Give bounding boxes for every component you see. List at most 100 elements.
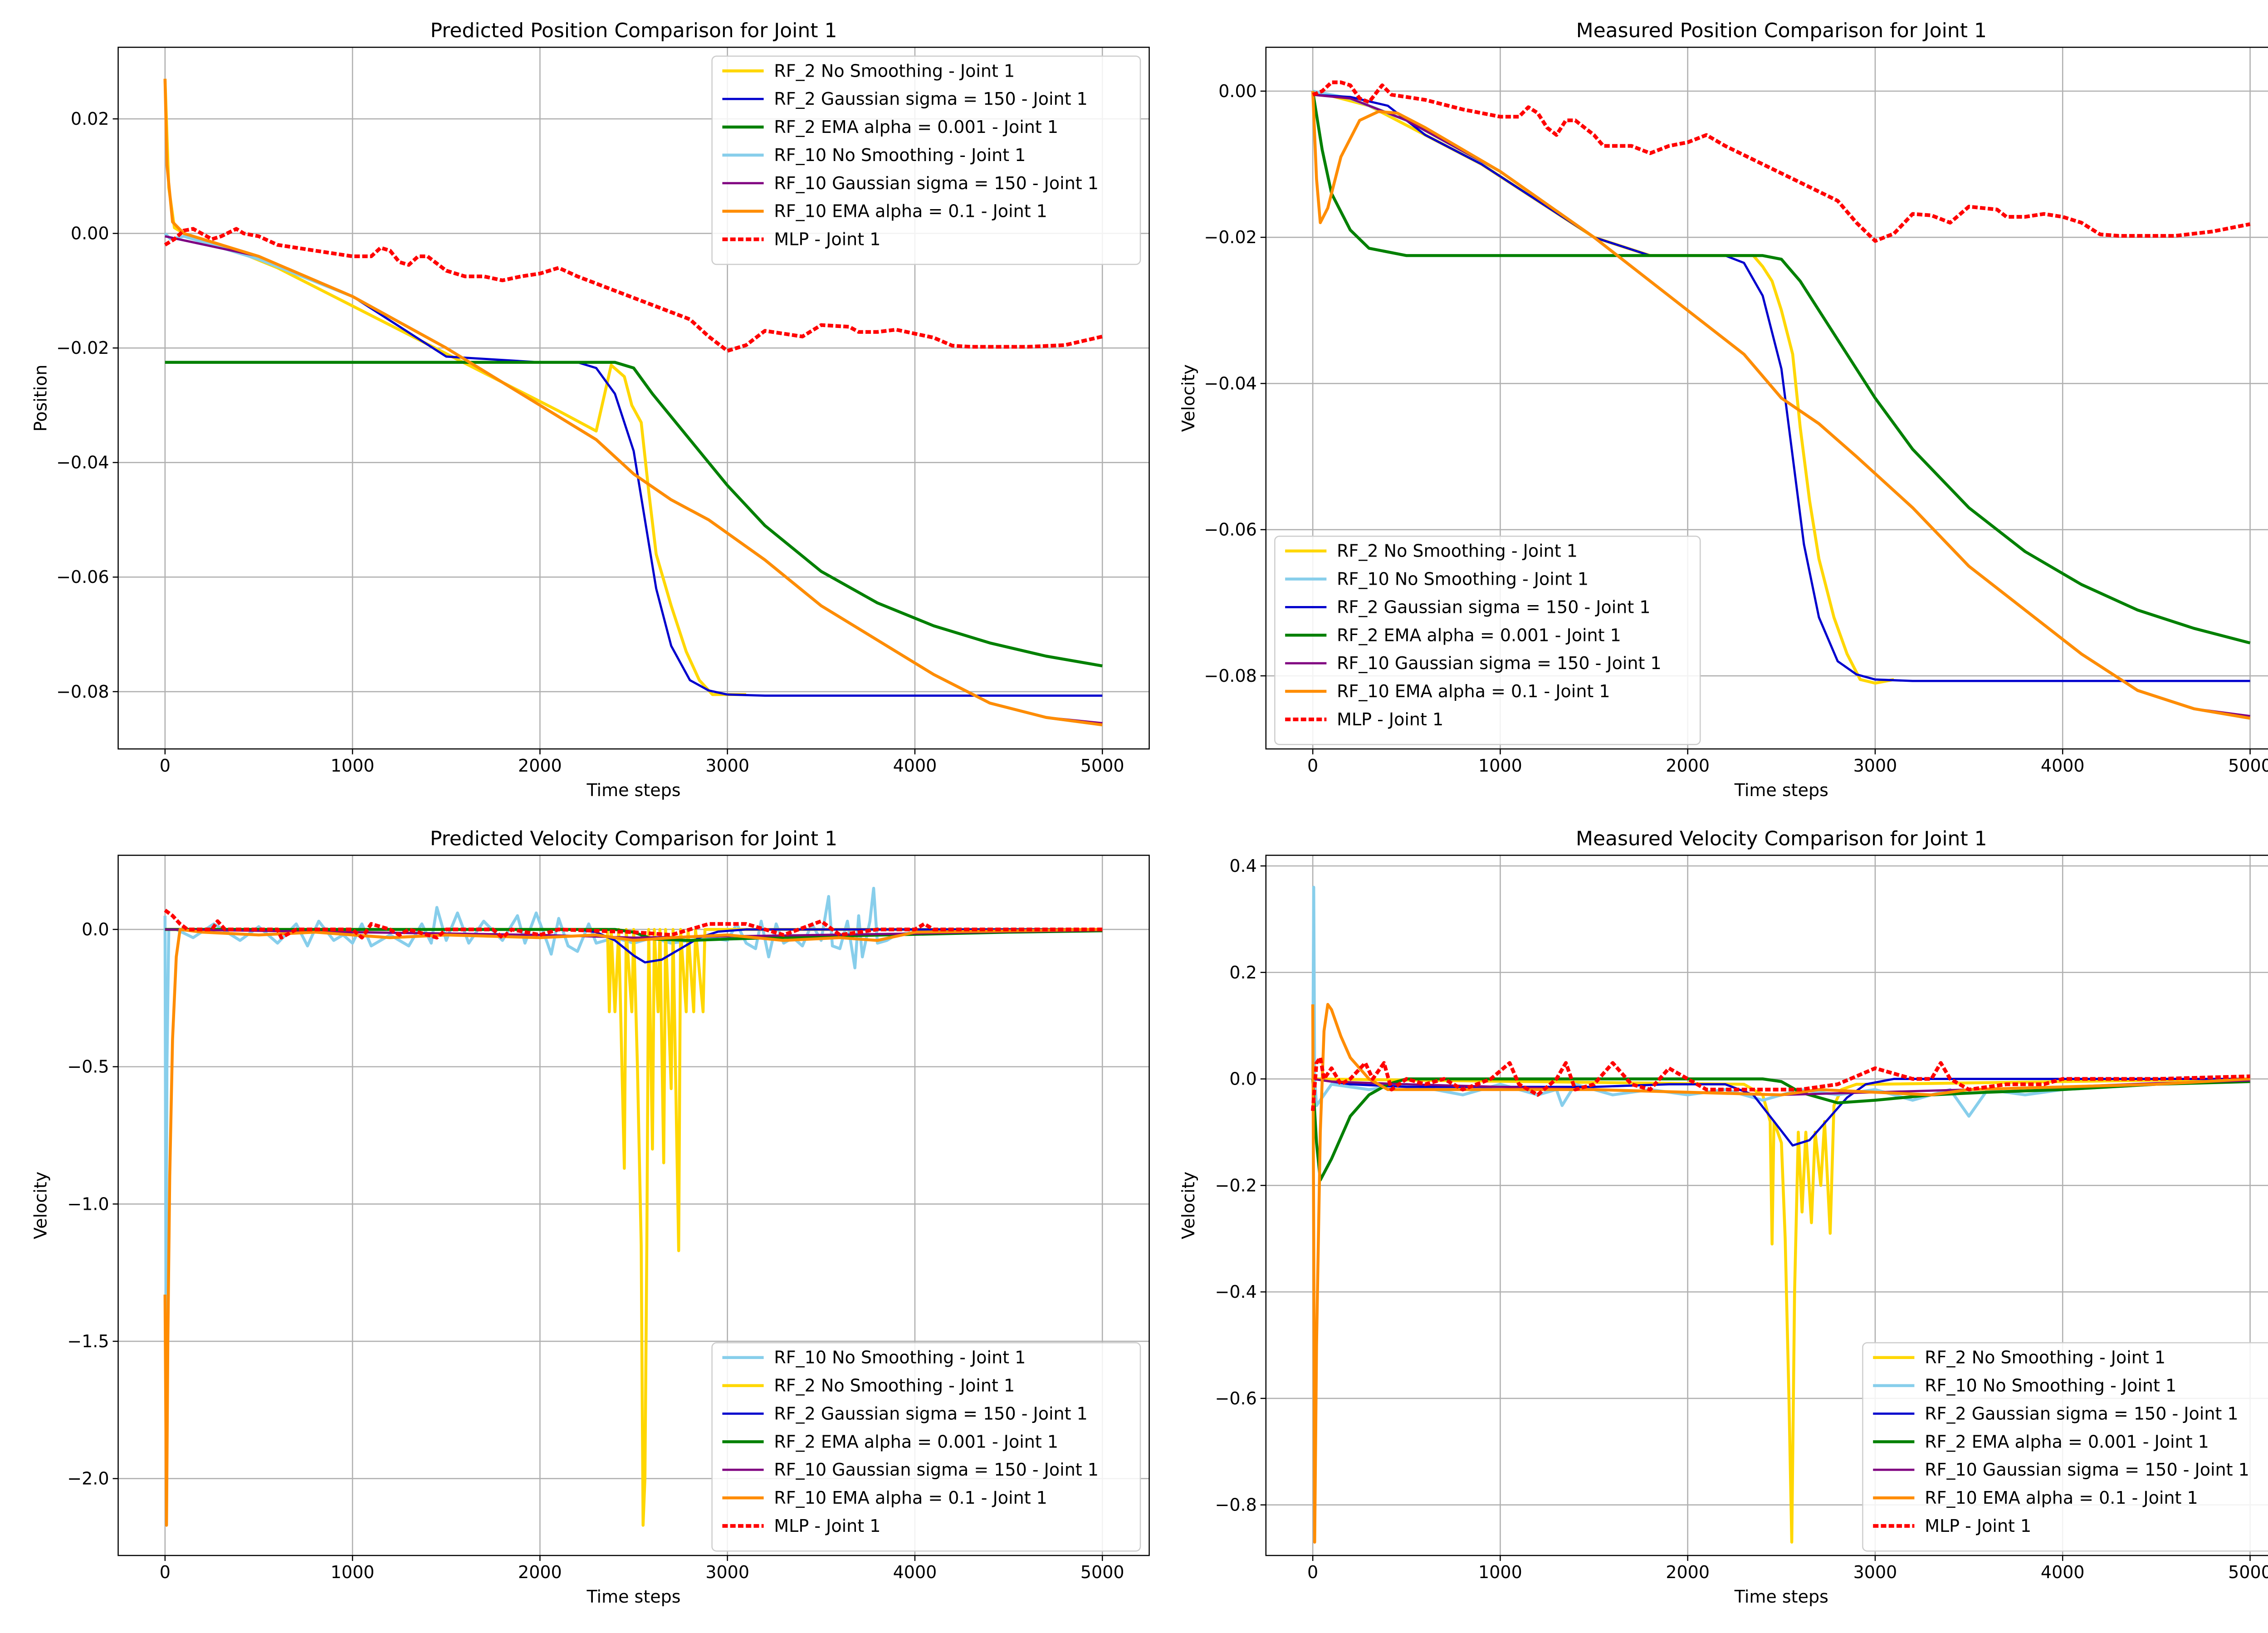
legend-label: MLP - Joint 1 (774, 1516, 880, 1536)
series-lines (1311, 80, 2251, 720)
series-line-rf-2-gaussian-sigma-150-joint-1 (165, 928, 1103, 964)
x-tick-label: 1000 (331, 1562, 375, 1582)
x-tick-label: 4000 (893, 756, 937, 776)
x-tick-label: 3000 (1853, 1562, 1897, 1582)
x-tick-label: 3000 (705, 1562, 749, 1582)
y-tick-label: −0.4 (1215, 1282, 1257, 1302)
series-line-rf-2-gaussian-sigma-150-joint-1 (165, 235, 1103, 697)
y-tick-label: −2.0 (67, 1469, 109, 1489)
legend-label: RF_2 Gaussian sigma = 150 - Joint 1 (1337, 597, 1650, 617)
y-axis-label: Velocity (31, 1172, 51, 1239)
x-tick-label: 3000 (705, 756, 749, 776)
chart-predicted-position: 0 1000 2000 3000 4000 5000 −0.08 −0.06 −0.04 −0.0… (31, 19, 1150, 800)
x-tick-label: 0 (1307, 1562, 1318, 1582)
legend-label: RF_2 No Smoothing - Joint 1 (774, 1376, 1015, 1396)
y-axis-label: Velocity (1178, 1172, 1198, 1239)
x-tick-label: 4000 (2041, 756, 2085, 776)
series-line-mlp-joint-1 (164, 227, 1103, 353)
x-axis-label: Time steps (1734, 780, 1828, 800)
y-tick-label: 0.0 (82, 919, 109, 939)
x-tick-label: 0 (160, 1562, 171, 1582)
legend-label: RF_2 EMA alpha = 0.001 - Joint 1 (774, 117, 1058, 137)
legend: RF_10 No Smoothing - Joint 1 RF_2 No Smoo… (711, 1342, 1141, 1552)
series-line-mlp-joint-1 (1311, 1056, 2250, 1111)
x-tick-label: 2000 (1666, 756, 1710, 776)
y-axis-label: Velocity (1178, 364, 1198, 432)
legend-label: RF_10 EMA alpha = 0.1 - Joint 1 (774, 1488, 1047, 1508)
series-lines (163, 886, 1103, 1527)
x-tick-label: 4000 (2041, 1562, 2085, 1582)
y-tick-label: −0.02 (1204, 227, 1256, 247)
x-tick-label: 2000 (1666, 1562, 1710, 1582)
legend-label: RF_10 EMA alpha = 0.1 - Joint 1 (774, 201, 1047, 221)
series-line-rf-10-ema-alpha-0-1-joint-1 (1311, 91, 2251, 720)
chart-predicted-velocity: 0 1000 2000 3000 4000 5000 −2.0 −1.5 −1.0 −0.5 0.0… (31, 827, 1150, 1607)
x-tick-label: 3000 (1853, 756, 1897, 776)
x-tick-label: 5000 (2228, 1562, 2268, 1582)
legend: RF_2 No Smoothing - Joint 1 RF_10 No Smoo… (1862, 1342, 2268, 1552)
y-tick-label: 0.00 (71, 224, 109, 244)
plot-frame (117, 46, 1150, 750)
x-tick-label: 2000 (518, 756, 562, 776)
series-line-rf-10-ema-alpha-0-1-joint-1 (163, 78, 1103, 727)
x-axis-label: Time steps (1734, 1587, 1828, 1607)
y-tick-label: 0.02 (71, 109, 109, 129)
x-tick-label: 4000 (893, 1562, 937, 1582)
y-tick-label: −0.08 (56, 682, 109, 702)
legend-label: RF_2 EMA alpha = 0.001 - Joint 1 (1337, 625, 1621, 645)
plot-frame (117, 855, 1150, 1556)
series-line-rf-2-no-smoothing-joint-1 (165, 928, 1103, 1527)
x-tick-label: 0 (160, 756, 171, 776)
legend-label: RF_2 EMA alpha = 0.001 - Joint 1 (1925, 1432, 2209, 1452)
legend-label: RF_2 No Smoothing - Joint 1 (1337, 541, 1578, 561)
series-line-rf-2-gaussian-sigma-150-joint-1 (1312, 93, 2250, 682)
x-axis-label: Time steps (586, 1587, 680, 1607)
series-line-mlp-joint-1 (1312, 80, 2251, 243)
series-line-rf-10-no-smoothing-joint-1 (163, 886, 1103, 1315)
legend-label: RF_10 Gaussian sigma = 150 - Joint 1 (1337, 653, 1662, 673)
legend-label: RF_2 EMA alpha = 0.001 - Joint 1 (774, 1432, 1058, 1452)
series-line-rf-2-ema-alpha-0-001-joint-1 (1311, 91, 2251, 645)
legend-label: RF_10 EMA alpha = 0.1 - Joint 1 (1337, 681, 1610, 701)
legend-label: RF_10 Gaussian sigma = 150 - Joint 1 (774, 1460, 1099, 1480)
grid-lines (1266, 47, 2268, 749)
legend-label: RF_2 Gaussian sigma = 150 - Joint 1 (774, 1403, 1087, 1423)
y-tick-label: 0.4 (1229, 856, 1256, 876)
series-line-rf-10-ema-alpha-0-1-joint-1 (163, 928, 1103, 1527)
y-tick-label: −0.8 (1215, 1495, 1257, 1515)
legend-label: RF_10 No Smoothing - Joint 1 (1925, 1376, 2176, 1396)
y-tick-label: 0.2 (1229, 963, 1256, 983)
plot-frame (1265, 46, 2268, 750)
series-lines (1311, 885, 2250, 1544)
axis-ticks: 0 1000 2000 3000 4000 5000 −0.08 −0.06 −0.04 −0.0… (56, 109, 1124, 776)
x-tick-label: 5000 (1080, 1562, 1124, 1582)
y-tick-label: −0.06 (56, 567, 109, 587)
y-axis-label: Position (31, 365, 51, 432)
axis-ticks: 0 1000 2000 3000 4000 5000 −2.0 −1.5 −1.0 −0.5 0.0 (67, 919, 1124, 1582)
legend-label: MLP - Joint 1 (774, 230, 880, 249)
legend-label: RF_10 EMA alpha = 0.1 - Joint 1 (1925, 1488, 2198, 1508)
legend-label: RF_2 No Smoothing - Joint 1 (774, 61, 1015, 81)
legend-label: RF_10 Gaussian sigma = 150 - Joint 1 (1925, 1460, 2249, 1480)
series-line-rf-2-ema-alpha-0-001-joint-1 (165, 361, 1103, 668)
x-tick-label: 1000 (1478, 756, 1522, 776)
legend: RF_2 No Smoothing - Joint 1 RF_2 Gaussian… (711, 55, 1141, 265)
chart-measured-velocity: 0 1000 2000 3000 4000 5000 −0.8 −0.6 −0.4 −0.2 0.0… (1178, 827, 2268, 1607)
series-line-rf-2-ema-alpha-0-001-joint-1 (1311, 1077, 2250, 1182)
x-axis-label: Time steps (586, 780, 680, 800)
axis-ticks: 0 1000 2000 3000 4000 5000 −0.08 −0.06 −0.04 −0.0… (1204, 81, 2268, 776)
legend-box (1274, 535, 1701, 745)
legend-label: RF_10 No Smoothing - Joint 1 (774, 1348, 1026, 1368)
y-tick-label: −1.0 (67, 1194, 109, 1214)
x-tick-label: 5000 (2228, 756, 2268, 776)
y-tick-label: −0.02 (56, 338, 109, 358)
chart-title: Predicted Velocity Comparison for Joint … (430, 827, 837, 851)
y-tick-label: −0.2 (1215, 1175, 1257, 1195)
chart-title: Predicted Position Comparison for Joint … (430, 19, 837, 42)
y-tick-label: −0.06 (1204, 520, 1256, 540)
legend-box (711, 1342, 1141, 1552)
legend-label: RF_2 No Smoothing - Joint 1 (1925, 1348, 2165, 1368)
plot-frame (1265, 855, 2268, 1556)
chart-measured-position: 0 1000 2000 3000 4000 5000 −0.08 −0.06 −0.04 −0.0… (1178, 19, 2268, 800)
